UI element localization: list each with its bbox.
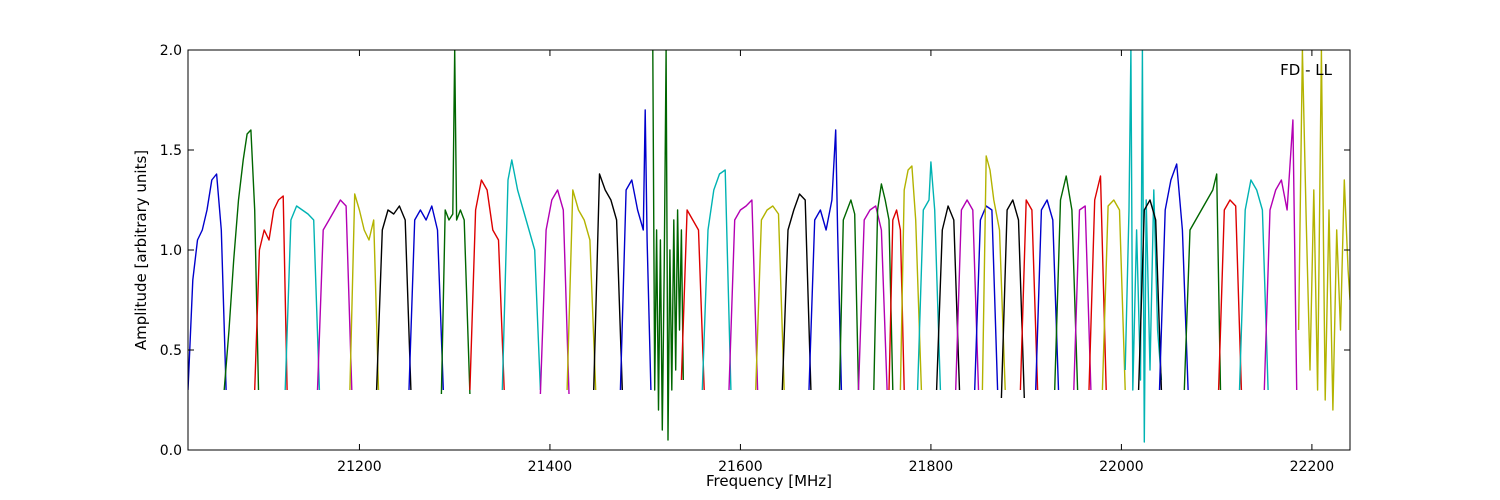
series-line-42 (1158, 163, 1189, 391)
x-tick-label: 22200 (1290, 459, 1335, 475)
x-axis-label: Frequency [MHz] (706, 472, 832, 490)
y-tick-label: 1.0 (160, 243, 182, 259)
series-line-34 (1019, 199, 1039, 391)
series-line-20 (755, 205, 785, 391)
x-tick-label: 21600 (718, 459, 763, 475)
series-line-8 (408, 205, 444, 391)
y-tick-label: 1.5 (160, 143, 182, 159)
series-line-26 (888, 209, 905, 391)
y-tick-label: 0.5 (160, 343, 182, 359)
x-tick-label: 21800 (909, 459, 954, 475)
x-axis: 21200 21400 21600 21800 22000 22200 (337, 50, 1334, 475)
series-line-2 (223, 129, 260, 391)
series-line-29 (935, 205, 961, 391)
series-line-35 (1035, 199, 1060, 391)
series-line-16 (652, 50, 684, 441)
series-line-43 (1183, 173, 1222, 391)
y-axis: 0.0 0.5 1.0 1.5 2.0 (160, 43, 1350, 459)
series-line-25 (873, 183, 894, 391)
series-line-18 (701, 169, 732, 391)
series-line-21 (781, 193, 812, 391)
series-line-40 (1124, 50, 1163, 443)
series-line-1 (188, 173, 227, 391)
series-line-15 (619, 109, 652, 391)
series-line-28 (916, 161, 942, 391)
x-tick-label: 21200 (337, 459, 382, 475)
x-tick-label: 21400 (528, 459, 573, 475)
series-line-3 (254, 195, 288, 391)
series-line-17 (680, 209, 705, 391)
series-line-31 (974, 205, 999, 391)
series-line-44 (1217, 199, 1243, 391)
plot-area (188, 50, 1350, 450)
series-line-46 (1263, 119, 1298, 391)
y-tick-label: 0.0 (160, 443, 182, 459)
y-tick-label: 2.0 (160, 43, 182, 59)
series-layer (188, 50, 1350, 443)
series-line-9 (440, 50, 471, 395)
y-axis-label: Amplitude [arbitrary units] (132, 150, 150, 350)
series-line-38 (1088, 175, 1107, 391)
series-line-22 (808, 129, 843, 391)
series-line-19 (728, 199, 759, 391)
series-line-13 (566, 189, 597, 391)
series-line-10 (469, 179, 505, 391)
series-line-41 (1137, 199, 1163, 391)
series-line-7 (375, 205, 412, 391)
series-line-5 (316, 199, 353, 391)
series-line-14 (593, 173, 623, 391)
series-line-33 (1000, 199, 1025, 399)
series-line-4 (284, 205, 321, 391)
series-line-24 (857, 205, 888, 391)
corner-annotation: FD - LL (1280, 61, 1332, 79)
series-line-45 (1238, 179, 1269, 391)
series-line-23 (838, 199, 860, 391)
series-line-12 (539, 189, 570, 395)
series-line-6 (349, 193, 380, 391)
series-line-30 (955, 199, 980, 391)
series-line-27 (899, 165, 923, 391)
series-line-36 (1054, 175, 1079, 391)
x-tick-label: 22000 (1099, 459, 1144, 475)
series-line-39 (1101, 199, 1126, 391)
series-line-47 (1297, 50, 1350, 411)
series-line-37 (1073, 205, 1092, 391)
series-line-32 (981, 155, 1006, 391)
series-line-11 (501, 159, 542, 391)
